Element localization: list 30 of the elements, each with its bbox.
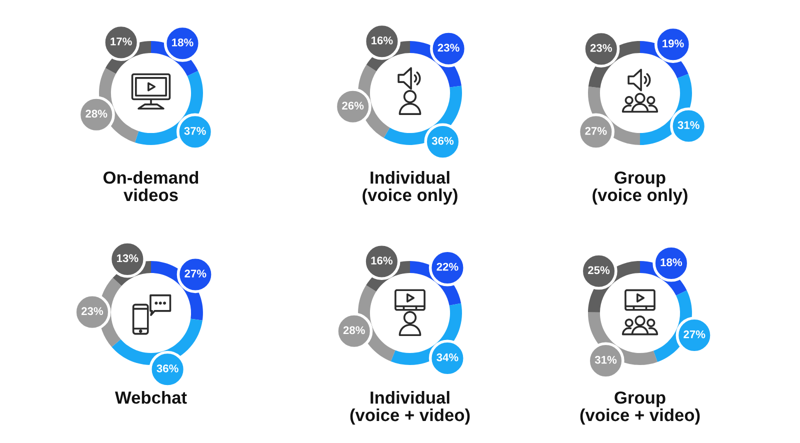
data-label: 22% — [436, 262, 458, 271]
text: On-demand videos — [103, 171, 198, 202]
data-label: 34% — [436, 353, 458, 362]
data-label: 26% — [342, 102, 364, 110]
data-label: 23% — [438, 44, 460, 52]
data-label: 36% — [432, 136, 454, 145]
data-label: 36% — [156, 364, 178, 372]
data-label: 31% — [594, 356, 617, 364]
data-label: 17% — [110, 38, 132, 46]
text: Group (voice only) — [592, 171, 688, 205]
text: Webchat — [115, 391, 187, 404]
data-label: 18% — [660, 258, 682, 266]
data-label: 23% — [590, 44, 612, 52]
data-label: 25% — [588, 266, 610, 274]
data-label: 19% — [662, 40, 684, 48]
data-label: 16% — [372, 36, 393, 44]
data-label: 13% — [117, 254, 138, 262]
text: Individual (voice + video) — [350, 391, 470, 425]
data-label: 27% — [184, 270, 206, 278]
text: Group (voice + video) — [580, 391, 700, 425]
data-label: 28% — [86, 110, 108, 118]
text: Individual (voice only) — [362, 171, 458, 205]
data-label: 18% — [172, 38, 194, 46]
data-label: 27% — [585, 126, 607, 135]
data-label: 16% — [371, 256, 393, 264]
data-label: 31% — [678, 121, 700, 130]
data-label: 28% — [343, 326, 365, 334]
data-label: 27% — [684, 330, 706, 338]
data-label: 23% — [82, 307, 104, 316]
data-label: 37% — [184, 126, 206, 135]
